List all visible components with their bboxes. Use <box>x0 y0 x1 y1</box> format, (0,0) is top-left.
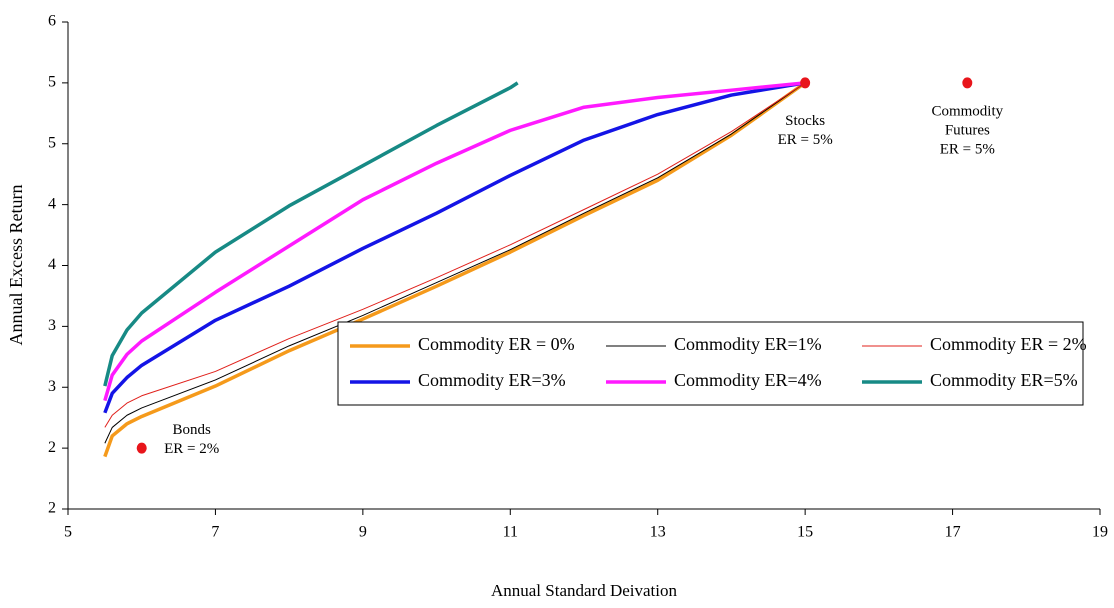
point <box>800 77 811 89</box>
y-axis-label: Annual Excess Return <box>6 185 26 346</box>
point-label: ER = 5% <box>940 141 995 157</box>
legend-label: Commodity ER=4% <box>674 370 822 390</box>
x-tick-label: 13 <box>650 524 666 541</box>
point-label: Bonds <box>173 422 212 438</box>
series-line <box>103 81 807 458</box>
series-line <box>103 81 806 414</box>
x-tick-label: 7 <box>211 524 219 541</box>
series-line <box>104 82 806 428</box>
legend-box <box>337 321 1084 406</box>
series-line <box>104 82 806 444</box>
x-tick-label: 11 <box>503 524 518 541</box>
point-label: ER = 2% <box>164 441 219 457</box>
y-tick-label: 2 <box>48 500 56 517</box>
y-tick-label: 6 <box>48 13 56 30</box>
legend-label: Commodity ER=3% <box>418 370 566 390</box>
x-tick-label: 9 <box>359 524 367 541</box>
point-label: Commodity <box>931 103 1003 119</box>
legend-label: Commodity ER=1% <box>674 334 822 354</box>
x-tick-label: 5 <box>64 524 72 541</box>
legend-label: Commodity ER = 0% <box>418 334 575 354</box>
point-label: Futures <box>945 122 990 138</box>
x-tick-label: 19 <box>1092 524 1108 541</box>
legend-label: Commodity ER=5% <box>930 370 1078 390</box>
y-tick-label: 3 <box>48 317 56 334</box>
x-axis-label: Annual Standard Deivation <box>491 581 678 600</box>
x-tick-label: 17 <box>945 524 961 541</box>
y-tick-label: 4 <box>48 195 56 212</box>
point-label: Stocks <box>785 113 825 129</box>
series-line <box>103 81 519 387</box>
point <box>136 442 147 454</box>
series-line <box>103 81 806 402</box>
y-tick-label: 5 <box>48 134 56 151</box>
legend-label: Commodity ER = 2% <box>930 334 1087 354</box>
y-tick-label: 4 <box>48 256 56 273</box>
point <box>962 77 973 89</box>
y-tick-label: 2 <box>48 439 56 456</box>
point-label: ER = 5% <box>778 132 833 148</box>
y-tick-label: 5 <box>48 74 56 91</box>
y-tick-label: 3 <box>48 378 56 395</box>
x-tick-label: 15 <box>797 524 813 541</box>
